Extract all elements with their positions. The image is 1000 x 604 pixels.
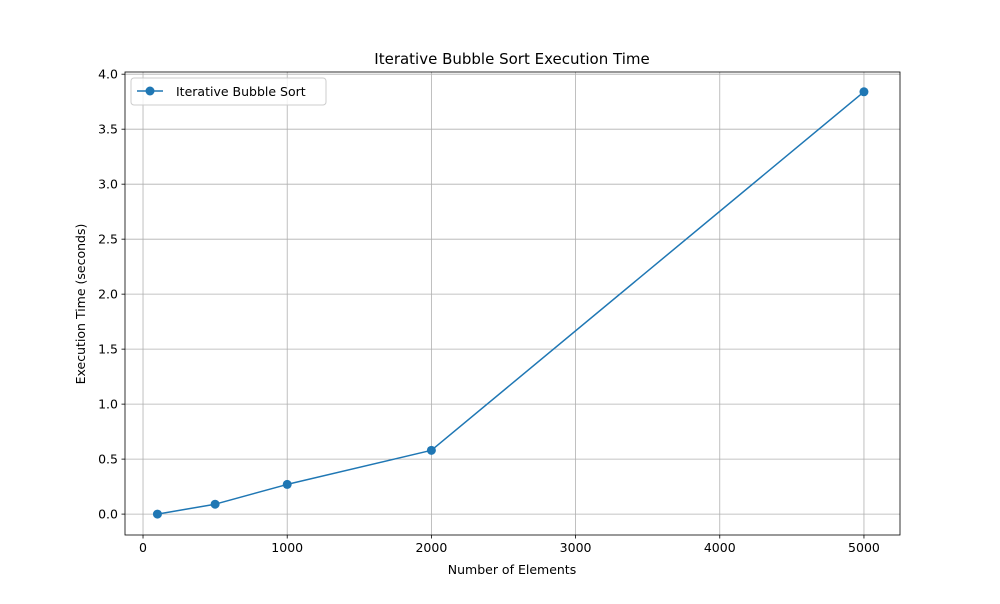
y-tick-label: 2.5 bbox=[98, 232, 118, 247]
data-point bbox=[859, 87, 869, 97]
y-axis-label: Execution Time (seconds) bbox=[73, 224, 88, 385]
y-tick-label: 2.0 bbox=[98, 287, 118, 302]
x-tick-label: 4000 bbox=[704, 540, 736, 555]
x-tick-label: 3000 bbox=[560, 540, 592, 555]
data-point bbox=[210, 499, 220, 509]
y-tick-label: 3.5 bbox=[98, 122, 118, 137]
chart-title: Iterative Bubble Sort Execution Time bbox=[374, 50, 649, 68]
tick-layer: 0 1000 2000 3000 4000 5000 0.0 0.5 1.0 1.5 2.0 2.5 3… bbox=[98, 67, 880, 555]
data-point bbox=[426, 445, 436, 455]
x-tick-label: 2000 bbox=[415, 540, 447, 555]
series-layer bbox=[152, 87, 869, 519]
x-axis-label: Number of Elements bbox=[448, 562, 576, 577]
legend-box bbox=[130, 77, 327, 106]
legend-marker-swatch bbox=[145, 86, 155, 96]
y-tick-label: 3.0 bbox=[98, 177, 118, 192]
x-tick-label: 1000 bbox=[271, 540, 303, 555]
y-tick-label: 1.0 bbox=[98, 397, 118, 412]
x-tick-label: 5000 bbox=[848, 540, 880, 555]
x-tick-label: 0 bbox=[139, 540, 147, 555]
legend-label: Iterative Bubble Sort bbox=[176, 84, 306, 99]
y-tick-label: 4.0 bbox=[98, 67, 118, 82]
plot-frame bbox=[124, 71, 901, 536]
data-point bbox=[152, 509, 162, 519]
data-point bbox=[282, 479, 292, 489]
y-tick-label: 0.5 bbox=[98, 452, 118, 467]
legend: Iterative Bubble Sort bbox=[130, 77, 327, 106]
grid-lines bbox=[125, 72, 900, 535]
y-tick-label: 0.0 bbox=[98, 507, 118, 522]
y-tick-label: 1.5 bbox=[98, 342, 118, 357]
